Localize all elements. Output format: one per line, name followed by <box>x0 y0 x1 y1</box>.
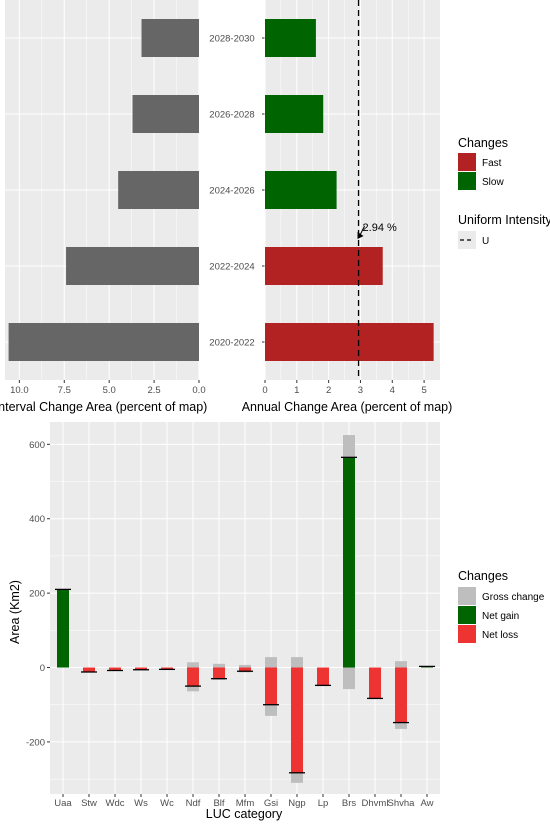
legend-gross-label: Gross change <box>482 592 545 603</box>
net-bar-Lp <box>317 667 329 686</box>
panel2-x-tick-label: 5 <box>421 385 426 396</box>
legend-gross-swatch <box>458 587 476 605</box>
panel2-x-tick-label: 1 <box>294 385 299 396</box>
panel1-x-tick-label: 0.0 <box>192 385 205 396</box>
net-bar-Shvha <box>395 667 407 723</box>
annual-bar-2026-2028 <box>265 95 324 133</box>
gross-gain-bar-Ndf <box>187 662 199 668</box>
net-bar-Ws <box>135 667 147 670</box>
legend-slow-label: Slow <box>482 177 504 188</box>
uniform-annotation-label: 2.94 % <box>363 222 397 234</box>
net-bar-Stw <box>83 667 95 672</box>
interval-category-label: 2026-2028 <box>209 110 254 121</box>
net-bar-Blf <box>213 667 225 679</box>
legend-gain-label: Net gain <box>482 611 519 622</box>
legend-slow-swatch <box>458 172 476 190</box>
interval-category-labels: 2020-2022 2022-2024 2024-2026 2026-2028 2028… <box>209 34 265 349</box>
interval-change-panel: 10.0 7.5 5.0 2.5 0.0 <box>5 0 206 396</box>
panel1-x-tick-label: 10.0 <box>10 385 29 396</box>
annual-change-panel: 0 1 2 3 4 5 2.94 % <box>262 0 440 396</box>
panel3-y-tick-label: 0 <box>40 663 45 674</box>
luc-category-label: Wc <box>160 798 174 809</box>
panel2-x-tick-label: 3 <box>358 385 363 396</box>
annual-bar-2024-2026 <box>265 171 337 209</box>
interval-bar-2022-2024 <box>66 247 200 285</box>
bottom-legend-title: Changes <box>458 569 508 583</box>
annual-bar-2020-2022 <box>265 323 434 361</box>
legend-loss-label: Net loss <box>482 630 518 641</box>
luc-y-axis-title: Area (Km2) <box>8 580 22 644</box>
panel2-x-tick-label: 2 <box>326 385 331 396</box>
gross-gain-bar-Gsi <box>265 657 277 668</box>
top-legend-title: Changes <box>458 136 508 150</box>
panel1-x-tick-label: 7.5 <box>58 385 71 396</box>
legend-fast-swatch <box>458 153 476 171</box>
net-bar-Wdc <box>109 667 121 671</box>
bottom-legend: Changes Gross change Net gain Net loss <box>458 569 545 643</box>
luc-category-label: Dhvml <box>362 798 389 809</box>
luc-category-label: Gsi <box>264 798 278 809</box>
luc-category-label: Uaa <box>54 798 72 809</box>
interval-bar-2028-2030 <box>141 19 199 57</box>
interval-category-label: 2022-2024 <box>209 262 254 273</box>
panel3-y-tick-label: -200 <box>26 737 45 748</box>
net-bar-Brs <box>343 457 355 668</box>
net-bar-Mfm <box>239 667 251 672</box>
luc-category-label: Wdc <box>106 798 125 809</box>
panel1-x-tick-label: 2.5 <box>147 385 160 396</box>
net-bar-Ngp <box>291 667 303 773</box>
legend-gain-swatch <box>458 606 476 624</box>
panel3-y-tick-label: 600 <box>29 440 45 451</box>
interval-category-label: 2020-2022 <box>209 338 254 349</box>
panel2-x-tick-label: 0 <box>262 385 267 396</box>
luc-category-label: Ngp <box>288 798 305 809</box>
net-bar-Ndf <box>187 667 199 687</box>
interval-bar-2026-2028 <box>132 95 199 133</box>
annual-bar-2028-2030 <box>265 19 316 57</box>
top-legend: Changes Fast Slow Uniform Intensity U <box>458 136 550 249</box>
luc-category-label: Aw <box>420 798 433 809</box>
uniform-legend-title: Uniform Intensity <box>458 213 550 227</box>
net-bar-Uaa <box>57 589 69 668</box>
panel3-y-tick-label: 400 <box>29 514 45 525</box>
luc-category-label: Ndf <box>186 798 201 809</box>
luc-category-label: Brs <box>342 798 357 809</box>
panel2-x-tick-label: 4 <box>390 385 395 396</box>
interval-bar-2020-2022 <box>8 323 200 361</box>
luc-category-label: Blf <box>213 798 224 809</box>
legend-fast-label: Fast <box>482 158 502 169</box>
annual-x-axis-title: Annual Change Area (percent of map) <box>242 400 453 414</box>
interval-category-label: 2024-2026 <box>209 186 254 197</box>
net-bar-Wc <box>161 667 173 670</box>
luc-category-label: Shvha <box>388 798 416 809</box>
gross-gain-bar-Shvha <box>395 661 407 668</box>
luc-category-label: Lp <box>318 798 329 809</box>
interval-x-axis-title: Interval Change Area (percent of map) <box>0 400 207 414</box>
uniform-annotation-arrowhead <box>357 232 364 239</box>
legend-uniform-label: U <box>482 236 489 247</box>
legend-loss-swatch <box>458 625 476 643</box>
luc-category-label: Ws <box>134 798 148 809</box>
gross-loss-bar-Brs <box>343 667 355 690</box>
panel3-y-tick-label: 200 <box>29 589 45 600</box>
net-bar-Dhvml <box>369 667 381 699</box>
luc-category-label: Stw <box>81 798 97 809</box>
luc-category-label: Mfm <box>236 798 255 809</box>
interval-category-label: 2028-2030 <box>209 34 254 45</box>
interval-bar-2024-2026 <box>118 171 199 209</box>
luc-x-axis-title: LUC category <box>206 807 283 821</box>
luc-change-panel: -200 0 200 400 600 Uaa Stw Wdc Ws Wc Ndf Blf Mfm Gsi N… <box>26 422 440 809</box>
annual-bar-2022-2024 <box>265 247 383 285</box>
gross-gain-bar-Mfm <box>239 664 251 668</box>
net-bar-Gsi <box>265 667 277 705</box>
gross-gain-bar-Ngp <box>291 657 303 668</box>
gross-gain-bar-Blf <box>213 663 225 668</box>
panel1-x-tick-label: 5.0 <box>103 385 116 396</box>
